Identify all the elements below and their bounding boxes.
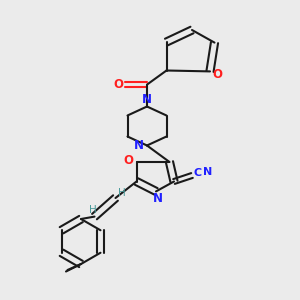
Text: O: O — [212, 68, 223, 81]
Text: H: H — [118, 188, 126, 198]
Text: C: C — [194, 168, 202, 178]
Text: O: O — [123, 154, 133, 167]
Text: N: N — [203, 167, 212, 177]
Text: N: N — [152, 191, 163, 205]
Text: H: H — [89, 205, 97, 215]
Text: N: N — [142, 93, 152, 106]
Text: N: N — [134, 139, 144, 152]
Text: O: O — [113, 78, 123, 91]
